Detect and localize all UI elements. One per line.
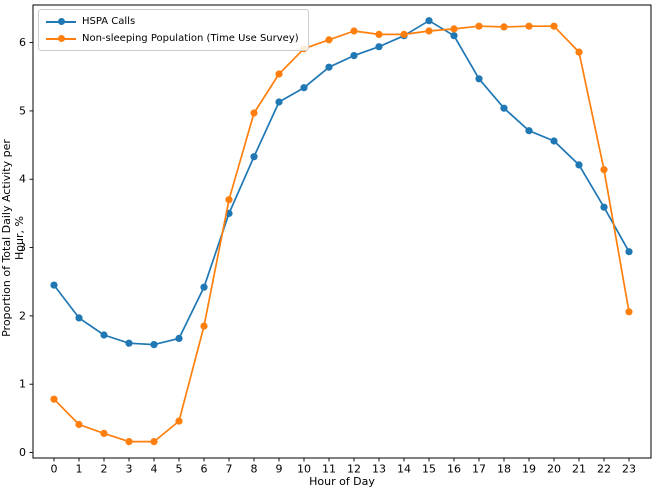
data-point-hspa-calls-h23: [625, 248, 633, 256]
y-axis-label: Proportion of Total Daily Activity per H…: [0, 139, 26, 337]
x-tick-label: 6: [201, 463, 208, 476]
data-point-non-sleeping-population-time-use-survey-h18: [500, 23, 508, 31]
data-point-non-sleeping-population-time-use-survey-h17: [475, 22, 483, 30]
x-tick-label: 21: [572, 463, 586, 476]
x-tick-label: 15: [422, 463, 436, 476]
axes-spines: [32, 4, 652, 459]
data-point-hspa-calls-h2: [100, 331, 108, 339]
data-point-non-sleeping-population-time-use-survey-h14: [400, 30, 408, 38]
legend: HSPA Calls Non-sleeping Population (Time…: [38, 9, 309, 51]
x-tick-label: 7: [226, 463, 233, 476]
data-point-hspa-calls-h9: [275, 98, 283, 106]
data-point-non-sleeping-population-time-use-survey-h5: [175, 417, 183, 425]
x-tick-label: 23: [622, 463, 636, 476]
y-tick-label: 1: [19, 378, 26, 391]
data-point-hspa-calls-h13: [375, 43, 383, 51]
data-point-non-sleeping-population-time-use-survey-h6: [200, 322, 208, 330]
data-point-hspa-calls-h17: [475, 75, 483, 83]
legend-label-hspa-calls: HSPA Calls: [82, 16, 136, 27]
data-point-non-sleeping-population-time-use-survey-h7: [225, 196, 233, 204]
legend-marker-hspa-calls: [46, 17, 76, 26]
data-point-non-sleeping-population-time-use-survey-h1: [75, 420, 83, 429]
x-tick-label: 11: [322, 463, 336, 476]
data-point-non-sleeping-population-time-use-survey-h16: [450, 25, 458, 33]
data-point-hspa-calls-h10: [300, 84, 308, 92]
data-point-hspa-calls-h15: [425, 17, 433, 25]
data-point-hspa-calls-h3: [125, 339, 133, 347]
x-tick-label: 9: [276, 463, 283, 476]
data-point-hspa-calls-h22: [600, 203, 608, 211]
data-point-non-sleeping-population-time-use-survey-h11: [325, 36, 333, 44]
x-tick-label: 12: [347, 463, 361, 476]
data-point-non-sleeping-population-time-use-survey-h23: [625, 308, 633, 316]
x-tick-label: 10: [297, 463, 311, 476]
x-tick-label: 13: [372, 463, 386, 476]
data-point-non-sleeping-population-time-use-survey-h3: [125, 438, 133, 446]
data-point-non-sleeping-population-time-use-survey-h8: [250, 109, 258, 117]
data-point-non-sleeping-population-time-use-survey-h12: [350, 27, 358, 35]
x-tick-label: 18: [497, 463, 511, 476]
data-point-hspa-calls-h4: [150, 341, 158, 349]
y-tick-label: 5: [19, 104, 26, 117]
data-point-hspa-calls-h20: [550, 137, 558, 145]
data-point-hspa-calls-h11: [325, 63, 333, 71]
y-tick-label: 6: [19, 36, 26, 49]
data-point-non-sleeping-population-time-use-survey-h19: [525, 22, 533, 30]
data-point-hspa-calls-h6: [200, 283, 208, 291]
x-tick-label: 4: [151, 463, 158, 476]
x-tick-label: 16: [447, 463, 461, 476]
data-point-hspa-calls-h21: [575, 161, 583, 169]
x-tick-label: 3: [126, 463, 133, 476]
data-point-hspa-calls-h18: [500, 104, 508, 112]
legend-item-hspa-calls: HSPA Calls: [46, 15, 299, 28]
data-point-hspa-calls-h5: [175, 334, 183, 342]
series-line-non-sleeping-population-time-use-survey: [53, 25, 630, 443]
x-tick-label: 20: [547, 463, 561, 476]
x-tick-label: 17: [472, 463, 486, 476]
data-point-non-sleeping-population-time-use-survey-h15: [425, 27, 433, 35]
x-tick-label: 8: [251, 463, 258, 476]
data-point-non-sleeping-population-time-use-survey-h22: [600, 166, 608, 174]
data-point-non-sleeping-population-time-use-survey-h2: [100, 429, 108, 437]
legend-item-non-sleeping: Non-sleeping Population (Time Use Survey…: [46, 32, 299, 45]
data-point-non-sleeping-population-time-use-survey-h13: [375, 30, 383, 38]
x-tick-label: 1: [76, 463, 83, 476]
x-tick-label: 22: [597, 463, 611, 476]
y-tick-label: 0: [19, 446, 26, 459]
x-tick-label: 2: [101, 463, 108, 476]
x-tick-label: 14: [397, 463, 411, 476]
x-tick-label: 0: [51, 463, 58, 476]
series-line-hspa-calls: [53, 19, 630, 346]
y-tick-label: 4: [19, 173, 26, 186]
data-point-non-sleeping-population-time-use-survey-h9: [275, 70, 283, 78]
data-point-hspa-calls-h12: [350, 52, 358, 60]
y-tick-label: 3: [19, 241, 26, 254]
x-tick-label: 19: [522, 463, 536, 476]
data-point-non-sleeping-population-time-use-survey-h20: [550, 22, 558, 30]
data-point-hspa-calls-h16: [450, 32, 458, 40]
x-tick-label: 5: [176, 463, 183, 476]
legend-label-non-sleeping: Non-sleeping Population (Time Use Survey…: [82, 33, 299, 44]
data-point-hspa-calls-h1: [75, 314, 83, 322]
data-point-non-sleeping-population-time-use-survey-h21: [575, 48, 583, 56]
y-tick-label: 2: [19, 309, 26, 322]
data-point-hspa-calls-h0: [50, 281, 58, 289]
data-point-hspa-calls-h8: [250, 153, 258, 161]
data-point-hspa-calls-h19: [525, 127, 533, 135]
data-point-non-sleeping-population-time-use-survey-h0: [50, 395, 58, 403]
x-axis-label: Hour of Day: [309, 475, 375, 488]
legend-marker-non-sleeping: [46, 34, 76, 43]
data-point-non-sleeping-population-time-use-survey-h4: [150, 438, 158, 446]
